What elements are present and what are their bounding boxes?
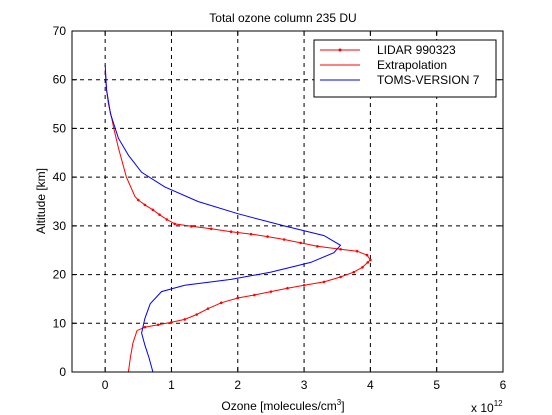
x-axis-label: Ozone [molecules/cm3] [221, 398, 344, 413]
x-axis-multiplier-base: x 10 [471, 401, 494, 415]
data-point [209, 227, 213, 231]
data-point [151, 208, 155, 212]
data-point [253, 293, 256, 297]
data-point [190, 225, 193, 228]
legend-label: Extrapolation [377, 58, 447, 72]
data-point [352, 270, 356, 274]
x-tick-label: 2 [234, 378, 241, 392]
legend-label: TOMS-VERSION 7 [377, 73, 480, 87]
data-point [339, 247, 342, 251]
data-point [365, 253, 369, 257]
x-tick-label: 0 [102, 378, 109, 392]
data-point [195, 313, 198, 316]
data-point [183, 318, 187, 321]
data-point [269, 290, 273, 293]
legend-entry: LIDAR 990323 [320, 43, 456, 57]
legend-entry: Extrapolation [320, 58, 447, 72]
y-axis-ticks: 0 10 20 30 40 50 60 70 [53, 24, 503, 379]
data-point [361, 265, 364, 269]
data-point [299, 241, 303, 245]
data-point [173, 222, 177, 226]
y-tick-label: 60 [53, 73, 67, 87]
data-point [236, 296, 240, 300]
data-point [143, 203, 147, 207]
legend-marker [338, 48, 342, 52]
x-axis-label-superscript: 3 [337, 398, 342, 407]
x-axis-ticks: 0 1 2 3 4 5 6 [102, 31, 507, 392]
y-tick-label: 30 [53, 219, 67, 233]
legend-entry: TOMS-VERSION 7 [320, 73, 480, 87]
data-point [229, 230, 233, 234]
y-axis-label: Altitude [km] [34, 168, 48, 234]
x-tick-label: 3 [301, 378, 308, 392]
x-axis-multiplier: x 1012 [471, 399, 503, 415]
data-point [282, 238, 286, 241]
plot-frame [71, 30, 504, 373]
data-point [156, 323, 160, 327]
x-tick-label: 4 [367, 378, 374, 392]
data-point [170, 321, 173, 324]
data-point [266, 235, 269, 238]
data-point [206, 307, 210, 310]
y-tick-label: 20 [53, 268, 67, 282]
chart-title: Total ozone column 235 DU [209, 11, 356, 25]
x-axis-label-suffix: ] [341, 399, 344, 413]
series-toms-version-7 [104, 65, 342, 373]
legend-label: LIDAR 990323 [377, 43, 456, 57]
series-line [104, 65, 342, 373]
data-point [219, 301, 223, 305]
y-tick-label: 70 [53, 24, 67, 38]
data-point [165, 218, 169, 221]
x-axis-multiplier-exponent: 12 [494, 399, 503, 408]
x-tick-label: 6 [500, 378, 507, 392]
y-tick-label: 40 [53, 170, 67, 184]
y-tick-label: 0 [59, 365, 66, 379]
y-tick-label: 10 [53, 316, 67, 330]
series-layer [104, 65, 372, 373]
data-point [369, 258, 372, 262]
data-point [366, 261, 370, 264]
data-point [355, 249, 359, 253]
data-point [302, 283, 306, 287]
series-line [138, 199, 372, 328]
data-point [322, 280, 326, 284]
x-axis-label-main: Ozone [molecules/cm [221, 399, 336, 413]
y-tick-label: 50 [53, 121, 67, 135]
data-point [249, 232, 253, 236]
data-point [339, 275, 342, 279]
x-tick-label: 5 [433, 378, 440, 392]
data-point [158, 213, 161, 216]
data-point [286, 286, 289, 290]
x-tick-label: 1 [168, 378, 175, 392]
data-point [316, 245, 319, 248]
